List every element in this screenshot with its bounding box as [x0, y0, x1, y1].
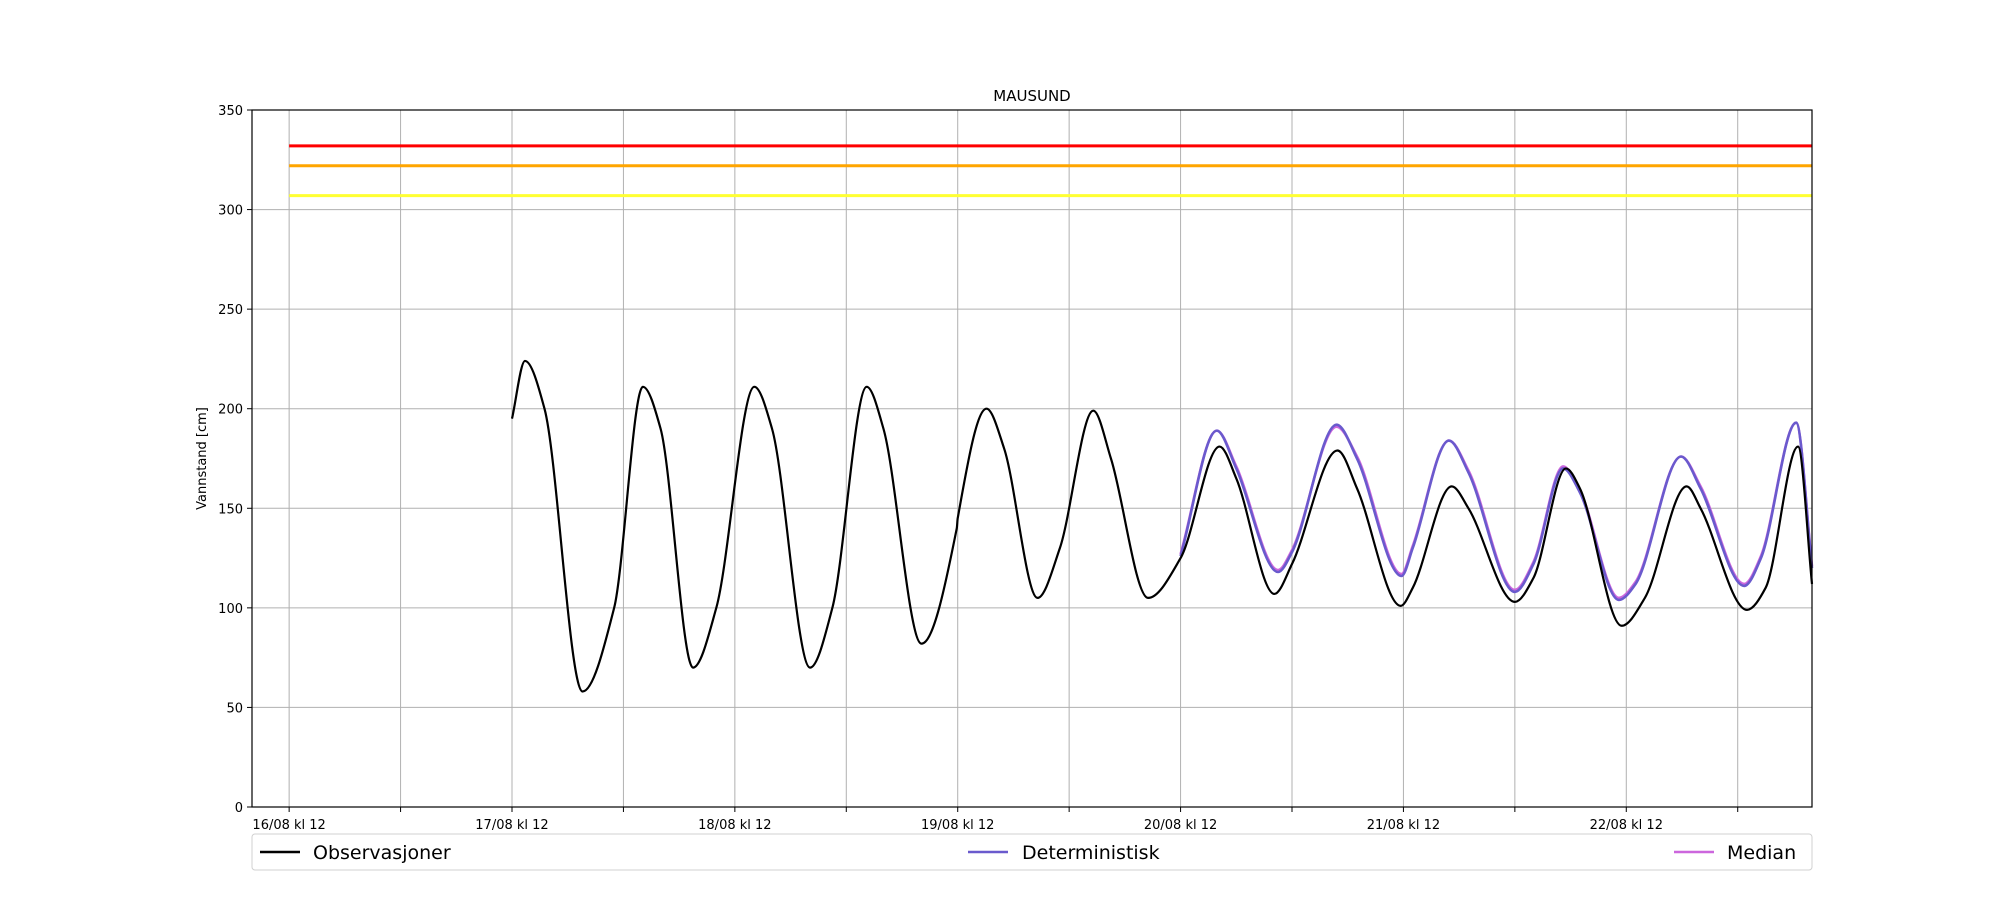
x-tick-label: 17/08 kl 12	[475, 818, 548, 833]
y-tick-label: 200	[218, 403, 243, 418]
series-line-deterministisk	[1179, 421, 1814, 602]
x-axis: 16/08 kl 12 17/08 kl 12 18/08 kl 12 19/08 k…	[252, 807, 1739, 833]
y-tick-label: 250	[218, 303, 243, 318]
x-tick-label: 21/08 kl 12	[1367, 818, 1440, 833]
series-line-observasjoner	[510, 359, 1814, 693]
legend-label: Observasjoner	[313, 842, 451, 864]
y-tick-label: 100	[218, 602, 243, 617]
legend-frame	[251, 833, 1813, 871]
y-tick-label: 50	[226, 701, 243, 716]
plot-frame	[251, 109, 1813, 808]
x-tick-label: 16/08 kl 12	[252, 818, 325, 833]
series-lines	[510, 359, 1814, 693]
chart-title: MAUSUND	[993, 87, 1070, 105]
legend: Observasjoner Deterministisk Median	[251, 833, 1813, 871]
x-tick-label: 19/08 kl 12	[921, 818, 994, 833]
y-tick-label: 150	[218, 502, 243, 517]
legend-label: Median	[1727, 842, 1796, 864]
y-axis: 0 50 100 150 200 250 300 350	[218, 104, 252, 816]
x-tick-label: 20/08 kl 12	[1144, 818, 1217, 833]
x-tick-label: 18/08 kl 12	[698, 818, 771, 833]
grid	[252, 109, 1812, 808]
legend-label: Deterministisk	[1022, 842, 1160, 864]
y-tick-label: 350	[218, 104, 243, 119]
y-axis-label: Vannstand [cm]	[195, 407, 210, 510]
y-tick-label: 0	[235, 801, 243, 816]
y-tick-label: 300	[218, 204, 243, 219]
x-tick-label: 22/08 kl 12	[1590, 818, 1663, 833]
threshold-lines	[289, 144, 1812, 198]
